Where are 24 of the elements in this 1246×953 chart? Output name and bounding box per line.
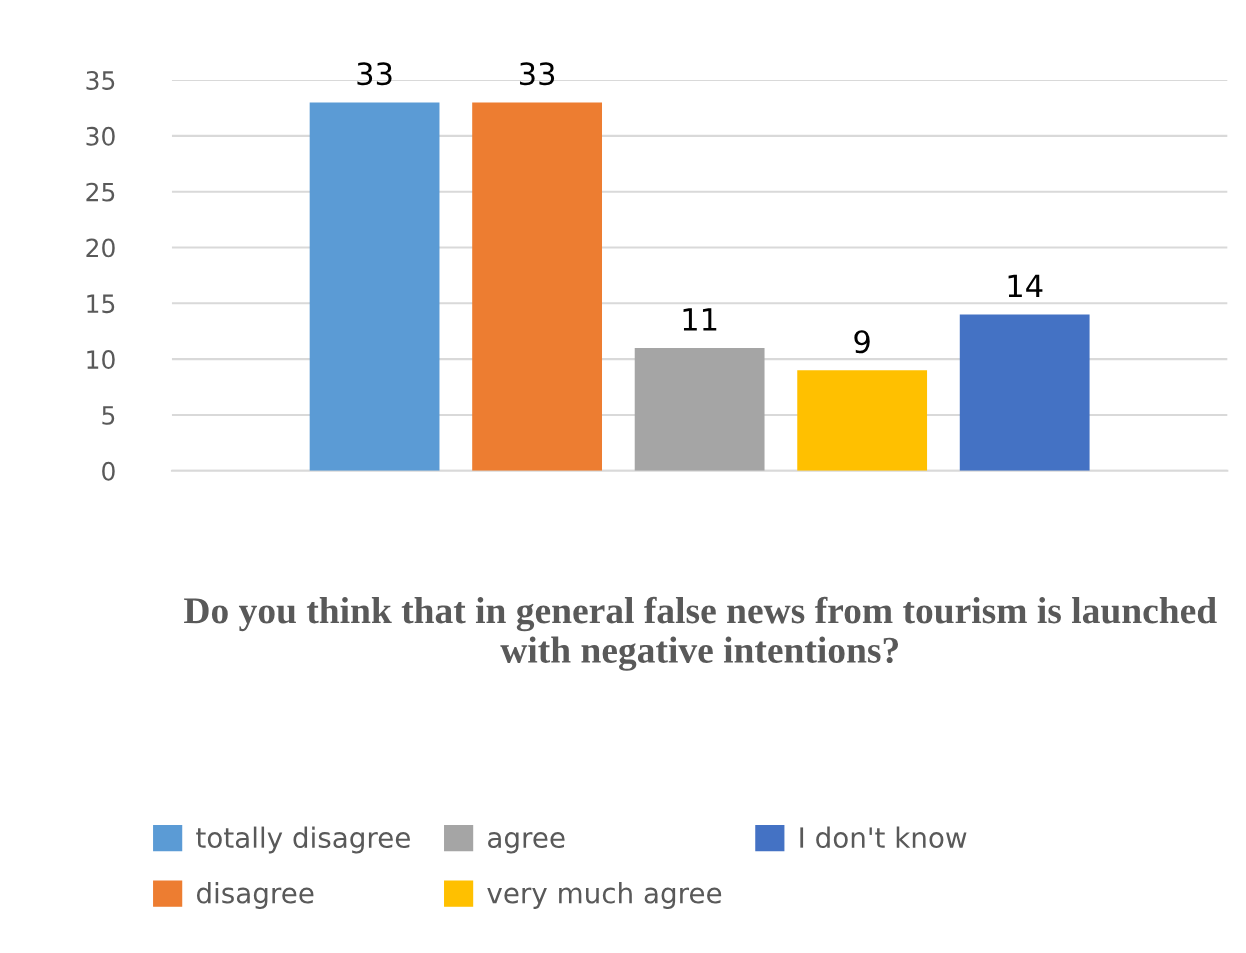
y-tick-label: 35 <box>86 71 115 90</box>
text: Do you think that in general false news from tourism is launched with negative intentions? <box>184 596 1217 671</box>
data-label: 14 <box>1008 274 1043 298</box>
y-tick-label: 5 <box>102 406 115 425</box>
data-label: 33 <box>519 62 555 86</box>
legend-label: I don't know <box>800 826 967 849</box>
data-label: 9 <box>854 330 870 354</box>
y-tick-label: 15 <box>87 294 115 314</box>
y-tick-label: 0 <box>102 461 115 481</box>
y-tick-label: 30 <box>86 126 115 146</box>
bar <box>959 314 1090 471</box>
y-tick-label: 10 <box>87 350 115 369</box>
data-label: 11 <box>683 308 717 331</box>
data-label: 33 <box>357 62 392 86</box>
y-tick-label: 20 <box>86 238 115 258</box>
legend-label: disagree <box>196 882 314 909</box>
legend-label: totally disagree <box>196 826 410 854</box>
legend-label: agree <box>488 832 565 854</box>
y-tick-label: 25 <box>86 182 115 202</box>
bar <box>634 347 765 471</box>
bar <box>797 370 928 471</box>
legend-label: very much agree <box>487 882 722 909</box>
bar <box>472 102 603 471</box>
bar <box>309 102 440 471</box>
